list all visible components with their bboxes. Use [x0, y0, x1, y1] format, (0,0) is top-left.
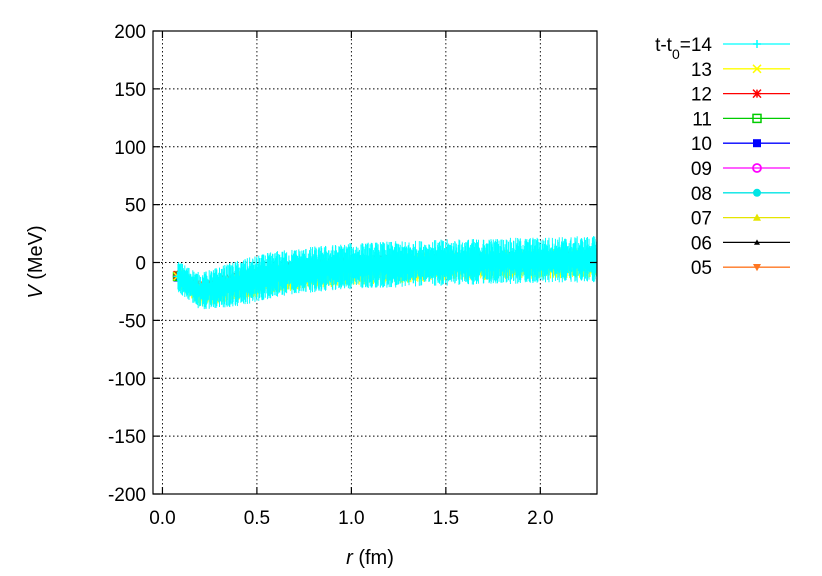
- legend-entry-11: 11: [692, 109, 790, 130]
- legend-label: 13: [691, 60, 712, 81]
- legend-label: t-t0=14: [655, 35, 712, 62]
- y-tick-label: -50: [119, 311, 146, 332]
- legend-entry-07: 07: [691, 209, 790, 230]
- y-tick-label: 50: [125, 196, 146, 217]
- legend-entry-13: 13: [691, 60, 790, 81]
- legend-marker: [753, 40, 761, 48]
- data-point: [200, 286, 209, 295]
- legend-label: 06: [691, 233, 712, 254]
- series-14: [173, 236, 597, 310]
- legend-marker: [753, 188, 761, 197]
- legend-marker: [752, 89, 762, 99]
- ticks: -200 -150 -100 -50 0 50 100 150 200 0.0 0.5 1.0 1.5 2…: [108, 22, 597, 529]
- legend-label: 12: [691, 85, 712, 106]
- legend-entry-14: t-t0=14: [655, 35, 790, 62]
- legend-label: 11: [692, 109, 712, 130]
- legend-label: 09: [691, 159, 712, 180]
- legend-entry-12: 12: [691, 85, 790, 106]
- legend-marker: [752, 163, 762, 173]
- legend-entry-08: 08: [691, 184, 790, 205]
- legend-subscript: 0: [672, 46, 680, 62]
- x-axis-title: r (fm): [346, 547, 394, 569]
- x-axis-variable: r: [346, 547, 354, 569]
- x-tick-label: 1.5: [433, 508, 459, 529]
- x-tick-label: 0.5: [244, 508, 270, 529]
- legend-label: 08: [691, 184, 712, 205]
- legend-label: 10: [691, 134, 712, 155]
- y-tick-label: 100: [114, 138, 146, 159]
- legend-label: 05: [691, 258, 712, 279]
- y-tick-label: -150: [108, 427, 146, 448]
- x-tick-label: 0.0: [149, 508, 175, 529]
- y-tick-label: -100: [108, 369, 146, 390]
- legend-marker: [753, 139, 761, 148]
- legend-marker: [753, 213, 761, 221]
- y-axis-unit: (MeV): [25, 225, 47, 285]
- x-tick-label: 2.0: [527, 508, 553, 529]
- grid: [153, 31, 597, 494]
- x-axis-unit: (fm): [353, 547, 394, 569]
- plot-area: [172, 236, 597, 310]
- legend-marker: [753, 264, 761, 272]
- legend-entry-05: 05: [691, 258, 790, 279]
- data-point: [192, 284, 201, 293]
- plot-clipped: [172, 236, 597, 310]
- y-axis-title: V (MeV): [25, 225, 47, 298]
- legend-marker: [754, 239, 760, 245]
- legend-label: 07: [691, 209, 712, 230]
- data-point: [173, 272, 182, 281]
- y-tick-label: 0: [135, 254, 146, 275]
- x-tick-label: 1.0: [338, 508, 364, 529]
- legend-entry-06: 06: [691, 233, 790, 254]
- data-point: [183, 278, 192, 287]
- legend-equals: =: [680, 35, 691, 56]
- legend-value: 14: [691, 35, 713, 56]
- legend-marker: [752, 113, 762, 124]
- y-tick-label: 150: [114, 80, 146, 101]
- legend-prefix: t-t: [655, 35, 673, 56]
- y-tick-label: -200: [108, 485, 146, 506]
- y-tick-label: 200: [114, 22, 146, 43]
- legend-entry-10: 10: [691, 134, 790, 155]
- legend-marker: [752, 64, 762, 74]
- legend-entry-09: 09: [691, 159, 790, 180]
- y-axis-variable: V: [25, 284, 47, 299]
